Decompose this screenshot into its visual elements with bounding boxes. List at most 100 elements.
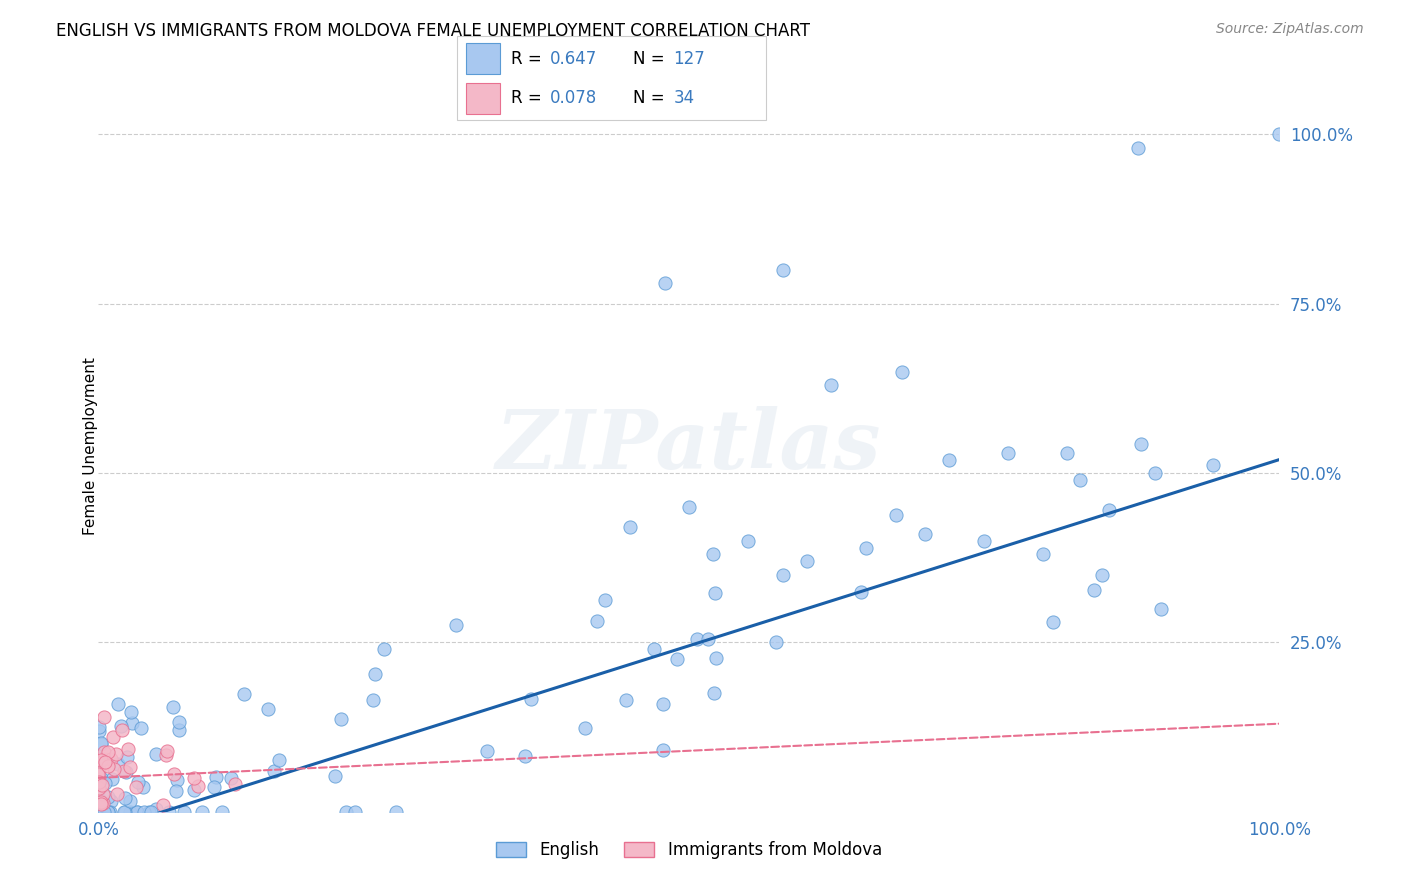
Text: ZIPatlas: ZIPatlas — [496, 406, 882, 486]
Point — [678, 500, 700, 514]
Point — [477, 744, 499, 758]
Text: 0.078: 0.078 — [550, 89, 598, 107]
Point — [163, 767, 186, 781]
Point — [87, 774, 110, 789]
Point — [87, 805, 110, 819]
Point — [93, 745, 115, 759]
Point — [87, 724, 110, 739]
Point — [1083, 582, 1105, 597]
Point — [619, 520, 641, 534]
Point — [87, 791, 110, 805]
Point — [145, 747, 167, 761]
Point — [614, 693, 637, 707]
Point — [115, 764, 138, 779]
Point — [101, 730, 124, 744]
Point — [87, 805, 110, 819]
Point — [117, 742, 139, 756]
Point — [173, 805, 195, 819]
Point — [87, 751, 110, 765]
Point — [574, 721, 596, 735]
Point — [90, 753, 112, 767]
Point — [90, 736, 112, 750]
Point — [335, 805, 357, 819]
Point — [586, 614, 609, 628]
Point — [155, 747, 177, 762]
Point — [219, 771, 242, 785]
Point — [91, 778, 114, 792]
Point — [1150, 601, 1173, 615]
Point — [107, 698, 129, 712]
Point — [364, 667, 387, 681]
Point — [100, 793, 122, 807]
Point — [93, 805, 115, 819]
Point — [1042, 615, 1064, 630]
Point — [1091, 567, 1114, 582]
Point — [124, 780, 146, 794]
Point — [162, 700, 184, 714]
Text: 127: 127 — [673, 50, 706, 68]
Point — [1069, 473, 1091, 487]
Point — [87, 782, 110, 797]
Point — [139, 805, 162, 819]
Point — [94, 775, 117, 789]
Point — [1202, 458, 1225, 472]
Point — [704, 586, 727, 600]
Point — [111, 723, 134, 738]
Text: 34: 34 — [673, 89, 695, 107]
Point — [120, 760, 142, 774]
Point — [1143, 466, 1166, 480]
Point — [156, 744, 179, 758]
Point — [373, 642, 395, 657]
Bar — [467, 83, 501, 113]
Point — [363, 692, 385, 706]
Point — [132, 805, 155, 819]
Point — [263, 764, 285, 779]
Point — [94, 805, 117, 819]
Text: N =: N = — [633, 89, 671, 107]
Point — [890, 364, 912, 378]
Point — [120, 805, 142, 819]
Point — [211, 805, 233, 819]
Text: R =: R = — [512, 50, 547, 68]
Point — [93, 751, 115, 765]
Point — [105, 747, 128, 762]
Point — [90, 795, 112, 809]
Point — [103, 762, 125, 776]
Point — [973, 533, 995, 548]
Point — [87, 720, 110, 734]
Point — [127, 805, 149, 819]
Point — [112, 805, 135, 819]
Point — [385, 805, 408, 819]
Point — [772, 263, 794, 277]
Point — [131, 780, 153, 795]
Point — [343, 805, 366, 819]
Point — [703, 686, 725, 700]
Point — [87, 805, 110, 819]
Point — [1268, 128, 1291, 142]
Point — [183, 771, 205, 785]
Point — [96, 805, 118, 819]
Point — [87, 805, 110, 819]
Point — [772, 567, 794, 582]
Point — [737, 533, 759, 548]
Point — [1126, 141, 1149, 155]
Point — [112, 764, 135, 779]
Point — [87, 767, 110, 781]
Point — [256, 702, 278, 716]
Point — [87, 762, 110, 776]
Point — [765, 634, 787, 648]
Point — [652, 697, 675, 711]
Point — [202, 780, 225, 794]
Point — [105, 787, 128, 801]
Point — [652, 743, 675, 757]
Point — [643, 642, 665, 657]
Point — [519, 692, 541, 706]
Point — [121, 715, 143, 730]
Point — [444, 618, 467, 632]
Point — [90, 771, 112, 785]
Point — [87, 775, 110, 789]
Text: R =: R = — [512, 89, 547, 107]
Point — [145, 802, 167, 816]
Point — [1129, 437, 1152, 451]
Point — [323, 769, 346, 783]
